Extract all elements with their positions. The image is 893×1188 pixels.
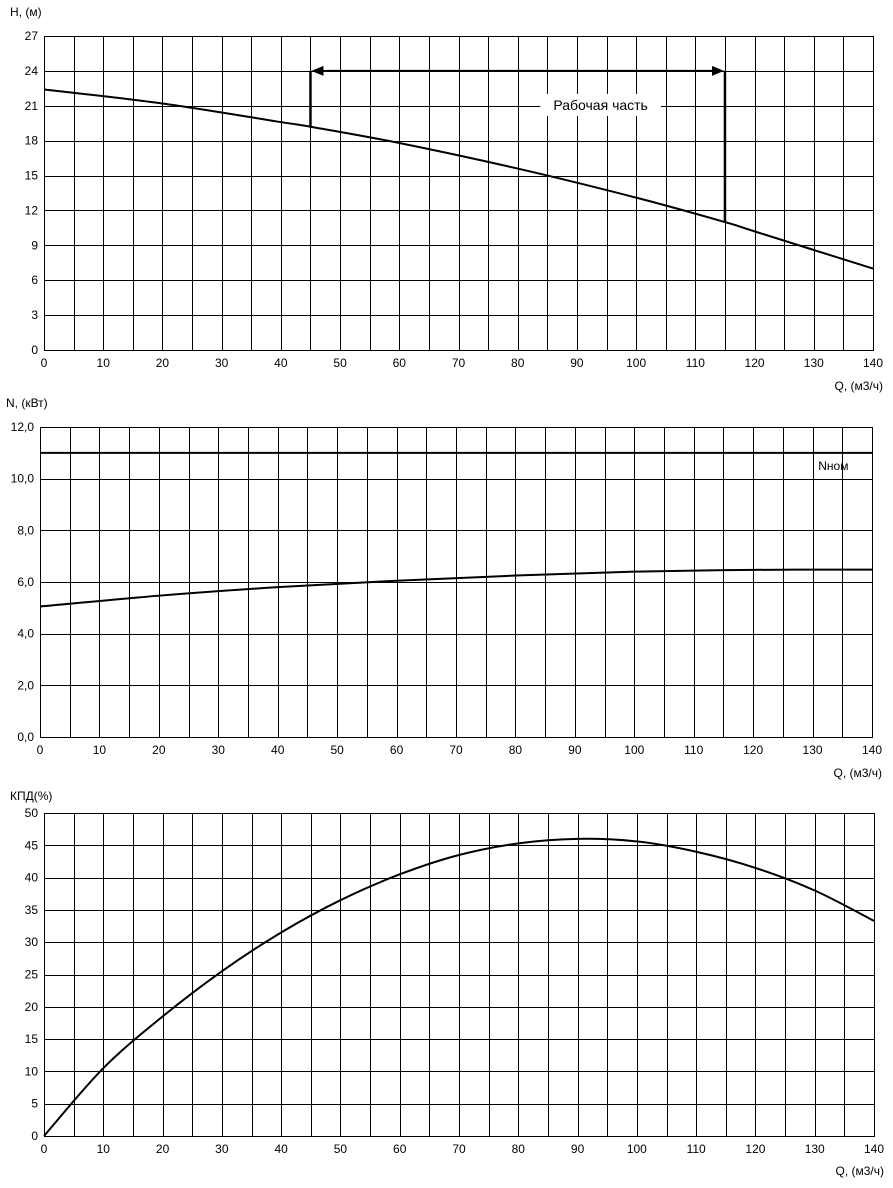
x-tick-label: 130 (804, 356, 824, 370)
y-tick-label: 10,0 (11, 472, 35, 486)
x-tick-label: 110 (687, 1142, 706, 1156)
efficiency-chart: 0 10 20 30 40 50 60 70 80 90 100 110 120 130 140 0 5 10 15… (10, 789, 884, 1178)
x-tick-label: 30 (215, 356, 229, 370)
series-line (39, 568, 873, 608)
y-tick-label: 45 (25, 838, 39, 852)
y-tick-label: 24 (25, 64, 39, 78)
x-tick-label: 20 (156, 356, 170, 370)
working-range-label: Рабочая часть (553, 97, 648, 113)
x-tick-label: 30 (215, 1142, 229, 1156)
y-tick-label: 35 (25, 903, 39, 917)
x-tick-label: 90 (570, 356, 584, 370)
plot-frame (44, 813, 875, 1137)
x-axis-label: Q, (м3/ч) (833, 766, 882, 780)
x-tick-label: 60 (390, 743, 404, 757)
x-tick-label: 100 (624, 743, 644, 757)
x-tick-label: 130 (805, 1142, 825, 1156)
x-tick-label: 50 (334, 1142, 348, 1156)
x-tick-label: 30 (212, 743, 226, 757)
y-tick-label: 0 (31, 1129, 38, 1143)
x-tick-label: 140 (862, 743, 882, 757)
y-tick-label: 8,0 (17, 523, 34, 537)
y-axis-label: N, (кВт) (6, 396, 48, 410)
x-tick-label: 40 (271, 743, 285, 757)
plot-frame (44, 36, 874, 351)
x-tick-label: 10 (97, 1142, 111, 1156)
x-tick-label: 120 (745, 356, 765, 370)
y-tick-label: 6,0 (17, 575, 34, 589)
x-tick-label: 100 (626, 356, 646, 370)
y-tick-label: 20 (25, 1000, 39, 1014)
x-tick-label: 80 (511, 356, 525, 370)
grid (40, 427, 873, 738)
x-tick-label: 10 (97, 356, 111, 370)
y-tick-label: 6 (31, 273, 38, 287)
x-tick-label: 50 (333, 356, 347, 370)
y-tick-label: 40 (25, 871, 39, 885)
y-tick-label: 2,0 (17, 678, 34, 692)
y-tick-label: 15 (25, 1032, 39, 1046)
y-tick-label: 3 (31, 308, 38, 322)
arrowhead-right (711, 65, 724, 76)
y-tick-label: 12,0 (11, 420, 35, 434)
x-tick-label: 140 (864, 1142, 884, 1156)
x-tick-label: 80 (509, 743, 523, 757)
x-tick-label: 20 (156, 1142, 170, 1156)
x-tick-label: 40 (274, 356, 288, 370)
x-tick-label: 140 (863, 356, 883, 370)
x-tick-label: 110 (686, 356, 705, 370)
y-tick-label: 30 (25, 935, 39, 949)
grid (44, 36, 874, 351)
x-tick-label: 110 (684, 743, 703, 757)
x-tick-label: 120 (743, 743, 763, 757)
y-tick-label: 5 (31, 1097, 38, 1111)
x-tick-label: 70 (452, 356, 466, 370)
x-tick-label: 60 (393, 1142, 407, 1156)
x-tick-label: 50 (330, 743, 344, 757)
x-tick-label: 0 (41, 356, 48, 370)
x-tick-label: 90 (568, 743, 582, 757)
x-tick-label: 80 (512, 1142, 526, 1156)
y-tick-label: 0,0 (17, 730, 34, 744)
x-axis-label: Q, (м3/ч) (834, 379, 883, 393)
x-tick-label: 0 (41, 1142, 48, 1156)
x-tick-label: 0 (37, 743, 44, 757)
y-tick-label: 0 (31, 343, 38, 357)
power-chart: 0 10 20 30 40 50 60 70 80 90 100 110 120 130 140 0,0 2,0… (6, 396, 882, 780)
x-tick-label: 10 (93, 743, 107, 757)
grid (44, 813, 875, 1137)
y-tick-label: 27 (25, 29, 39, 43)
y-tick-label: 12 (25, 203, 39, 217)
x-tick-label: 40 (274, 1142, 288, 1156)
x-tick-label: 130 (803, 743, 823, 757)
annotation-background (540, 93, 661, 116)
nominal-power-label: Nном (818, 459, 848, 473)
x-tick-label: 70 (452, 1142, 466, 1156)
y-tick-label: 50 (25, 806, 39, 820)
y-tick-label: 4,0 (17, 627, 34, 641)
x-tick-label: 20 (152, 743, 166, 757)
x-tick-label: 70 (449, 743, 463, 757)
arrowhead-left (311, 65, 324, 76)
x-tick-label: 90 (571, 1142, 585, 1156)
y-tick-label: 10 (25, 1064, 39, 1078)
y-axis-label: H, (м) (10, 5, 42, 19)
series-line (43, 88, 874, 270)
y-tick-label: 25 (25, 968, 39, 982)
y-tick-label: 9 (31, 238, 38, 252)
head-chart: 0 10 20 30 40 50 60 70 80 90 100 110 120 130 140 0 3 6 9 12… (10, 5, 883, 393)
y-tick-label: 15 (25, 169, 39, 183)
x-tick-label: 120 (745, 1142, 765, 1156)
y-tick-label: 21 (25, 99, 39, 113)
x-axis-label: Q, (м3/ч) (835, 1164, 884, 1178)
x-tick-label: 100 (627, 1142, 647, 1156)
series-line (43, 837, 875, 1137)
y-tick-label: 18 (25, 134, 39, 148)
x-tick-label: 60 (393, 356, 407, 370)
plot-frame (40, 427, 873, 738)
y-axis-label: КПД(%) (10, 789, 52, 803)
